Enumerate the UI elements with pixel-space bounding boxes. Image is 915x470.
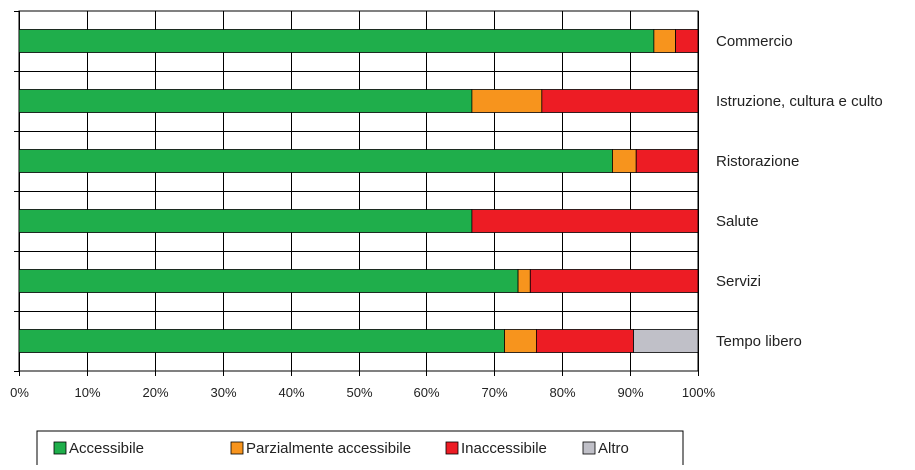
x-tick-label: 100% (682, 385, 716, 400)
x-tick-label: 50% (346, 385, 372, 400)
bar-ristorazione-parzialmente-accessibile (612, 149, 637, 173)
bar-commercio-parzialmente-accessibile (653, 29, 676, 53)
x-tick-label: 40% (278, 385, 304, 400)
bar-servizi-accessibile (18, 269, 519, 293)
legend: Accessibile Parzialmente accessibile Inacc… (36, 430, 684, 468)
bar-ristorazione-accessibile (18, 149, 613, 173)
legend-label-accessibile: Accessibile (69, 440, 144, 457)
category-labels: Commercio Istruzione, cultura e culto Rist… (716, 33, 883, 350)
bar-tempo-libero-parzialmente-accessibile (504, 329, 537, 353)
bar-servizi-parzialmente-accessibile (517, 269, 531, 293)
category-label-tempo-libero: Tempo libero (716, 333, 802, 350)
x-tick-label: 0% (10, 385, 29, 400)
bars (18, 29, 699, 353)
bar-tempo-libero-altro (633, 329, 699, 353)
x-tick-label: 60% (413, 385, 439, 400)
bar-tempo-libero-accessibile (18, 329, 505, 353)
x-tick-label: 70% (481, 385, 507, 400)
x-tick-label: 30% (210, 385, 236, 400)
bar-istruzione-cultura-e-culto-inaccessibile (541, 89, 699, 113)
bar-ristorazione-inaccessibile (635, 149, 699, 173)
legend-box (36, 430, 684, 468)
x-tick-label: 10% (74, 385, 100, 400)
legend-label-inaccessibile: Inaccessibile (461, 440, 547, 457)
bar-commercio-inaccessibile (675, 29, 699, 53)
bar-istruzione-cultura-e-culto-accessibile (18, 89, 473, 113)
category-label-servizi: Servizi (716, 273, 761, 290)
axes: 0% 10% 20% 30% 40% 50% 60% 70% 80% 90% 100% (10, 11, 716, 400)
bar-servizi-inaccessibile (529, 269, 699, 293)
bar-istruzione-cultura-e-culto-parzialmente-accessibile (471, 89, 543, 113)
category-label-istruzione-cultura-e-culto: Istruzione, cultura e culto (716, 93, 883, 110)
x-tick-label: 90% (617, 385, 643, 400)
legend-label-parzialmente-accessibile: Parzialmente accessibile (246, 440, 411, 457)
bar-tempo-libero-inaccessibile (535, 329, 634, 353)
legend-swatch-parzialmente-accessibile (230, 441, 244, 455)
category-label-salute: Salute (716, 213, 759, 230)
grid (18, 10, 699, 372)
legend-label-altro: Altro (598, 440, 629, 457)
x-tick-label: 20% (142, 385, 168, 400)
bar-salute-accessibile (18, 209, 473, 233)
bar-commercio-accessibile (18, 29, 655, 53)
legend-swatch-accessibile (53, 441, 67, 455)
bar-salute-inaccessibile (471, 209, 699, 233)
category-label-ristorazione: Ristorazione (716, 153, 799, 170)
legend-swatch-inaccessibile (445, 441, 459, 455)
category-label-commercio: Commercio (716, 33, 793, 50)
x-tick-label: 80% (549, 385, 575, 400)
legend-swatch-altro (582, 441, 596, 455)
